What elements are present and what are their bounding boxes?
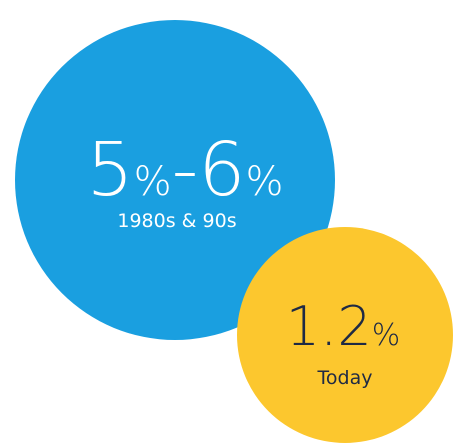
headline-number: -6 [172, 127, 246, 213]
past-circle [15, 20, 335, 340]
today-circle [237, 227, 453, 443]
headline-percent: % [134, 159, 172, 205]
headline-percent: % [245, 159, 283, 205]
today-caption: Today [317, 367, 373, 389]
past-caption: 1980s & 90s [117, 210, 236, 232]
today-headline: 1.2% [286, 295, 400, 358]
headline-number: 1.2 [286, 295, 372, 358]
headline-number: 5 [87, 127, 134, 213]
past-headline: 5%-6% [87, 127, 284, 213]
headline-percent: % [372, 318, 401, 353]
